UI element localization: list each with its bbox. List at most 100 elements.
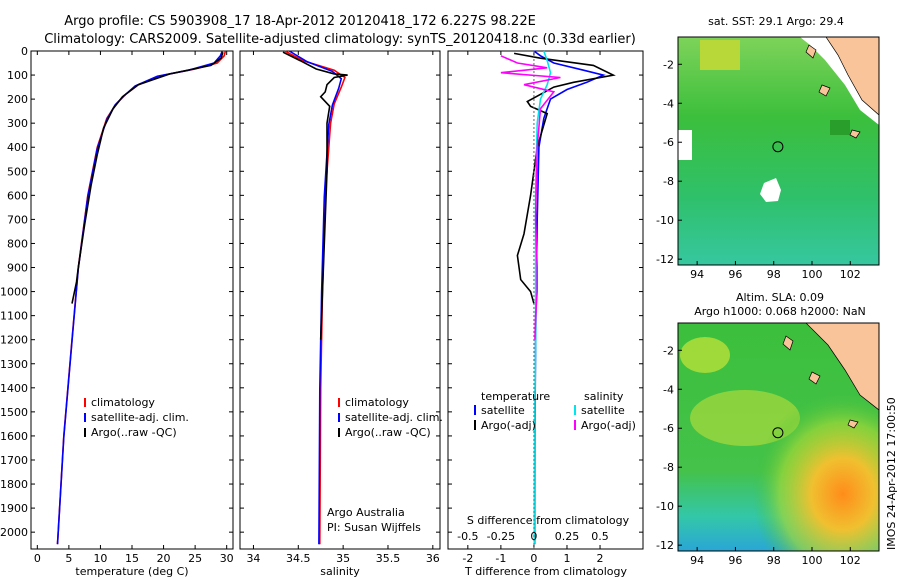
argo-location-marker <box>772 141 784 153</box>
legend-satellite: satellite-adj. clim. <box>91 411 189 424</box>
x-tick-label: 34.5 <box>286 552 311 565</box>
series-line-argo-raw-qc- <box>71 51 224 304</box>
y-tick-label: 1100 <box>0 310 28 323</box>
temperature-lines <box>56 50 227 545</box>
sst-warm-patch <box>700 40 740 70</box>
map-y-tick-label: -10 <box>656 500 674 513</box>
island <box>805 44 817 59</box>
difference-lines <box>500 50 616 549</box>
sst-map-ticks: 94 96 98 100 102 -2 -4 -6 -8 -10 -12 <box>656 58 861 281</box>
y-tick-label: 200 <box>7 93 28 106</box>
sst-map-frame <box>677 36 880 266</box>
map-y-tick-label: -6 <box>663 422 674 435</box>
x-tick-label: 10 <box>93 552 107 565</box>
map-x-tick-label: 102 <box>840 268 861 281</box>
legend-climatology: climatology <box>91 396 155 409</box>
legend-t-satellite: satellite <box>481 404 525 417</box>
island <box>849 129 861 139</box>
y-tick-label: 1500 <box>0 406 28 419</box>
map-x-tick-label: 98 <box>767 268 781 281</box>
s-difference-ticks: -0.5 -0.25 0 0.25 0.5 <box>457 530 609 543</box>
y-tick-label: 1900 <box>0 502 28 515</box>
map-x-tick-label: 98 <box>767 554 781 567</box>
legend-climatology: climatology <box>345 396 409 409</box>
y-tick-label: 800 <box>7 237 28 250</box>
map-y-tick-label: -4 <box>663 383 674 396</box>
x-tick-label: 0 <box>34 552 41 565</box>
x-tick-label: 5 <box>65 552 72 565</box>
map-y-tick-label: -2 <box>663 58 674 71</box>
map-x-tick-label: 100 <box>802 554 823 567</box>
salinity-legend: climatology satellite-adj. clim. Argo(..… <box>338 396 443 439</box>
x-tick-label: 1 <box>563 552 570 565</box>
y-tick-label: 1700 <box>0 454 28 467</box>
y-tick-label: 1200 <box>0 334 28 347</box>
difference-axes <box>447 50 644 550</box>
x-tick-label: 34 <box>246 552 260 565</box>
sla-map-ticks: 94 96 98 100 102 -2 -4 -6 -8 -10 -12 <box>656 344 861 567</box>
sumatra-land <box>825 37 879 116</box>
temperature-xlabel: temperature (deg C) <box>75 565 188 578</box>
y-tick-label: 1800 <box>0 478 28 491</box>
map-x-tick-label: 100 <box>802 268 823 281</box>
island <box>847 419 859 429</box>
y-tick-label: 600 <box>7 189 28 202</box>
x-tick-label: 30 <box>220 552 234 565</box>
salinity-xlabel: salinity <box>320 565 360 578</box>
sumatra-land <box>805 323 879 411</box>
y-tick-label: 500 <box>7 165 28 178</box>
map-x-tick-label: 94 <box>690 268 704 281</box>
map-x-tick-label: 96 <box>728 268 742 281</box>
legend-argo: Argo(..raw -QC) <box>345 426 431 439</box>
island <box>808 371 821 385</box>
sst-missing-center <box>760 178 781 202</box>
difference-legend: temperature salinity satellite Argo(-adj… <box>474 390 636 432</box>
sla-field <box>678 323 879 551</box>
map-y-tick-label: -10 <box>656 214 674 227</box>
x-tick-label: 25 <box>188 552 202 565</box>
x-tick-label: -1 <box>495 552 506 565</box>
s-tick-label: 0.5 <box>591 530 609 543</box>
figure-title-line2: Climatology: CARS2009. Satellite-adjuste… <box>44 32 636 47</box>
sla-map-title1: Altim. SLA: 0.09 <box>736 291 824 304</box>
y-tick-label: 100 <box>7 69 28 82</box>
series-line-argo-adj- <box>500 55 561 340</box>
x-tick-label: -2 <box>462 552 473 565</box>
sst-cool-patch <box>830 120 850 135</box>
temperature-panel: 0 100 200 300 400 500 600 700 800 900 1000 1100 1200… <box>0 45 234 578</box>
legend-s-satellite: satellite <box>581 404 625 417</box>
legend-s-argo: Argo(-adj) <box>581 419 636 432</box>
map-y-tick-label: -2 <box>663 344 674 357</box>
sst-missing-west <box>678 130 692 160</box>
s-difference-label: S difference from climatology <box>467 514 630 527</box>
salinity-lines <box>282 50 348 545</box>
y-tick-label: 400 <box>7 141 28 154</box>
y-tick-label: 1000 <box>0 286 28 299</box>
legend-argo: Argo(..raw -QC) <box>91 426 177 439</box>
island <box>782 335 794 351</box>
legend-satellite: satellite-adj. clim. <box>345 411 443 424</box>
salinity-panel: 34 34.5 35 35.5 36 salinity climatology sate… <box>239 50 443 578</box>
annotation-argo-australia: Argo Australia <box>327 506 405 519</box>
y-tick-label: 900 <box>7 262 28 275</box>
difference-ticks: -2 -1 0 1 2 <box>448 50 643 565</box>
figure-title-line1: Argo profile: CS 5903908_17 18-Apr-2012 … <box>64 14 536 29</box>
sla-map: Altim. SLA: 0.09 Argo h1000: 0.068 h2000… <box>656 291 880 567</box>
map-x-tick-label: 96 <box>728 554 742 567</box>
difference-panel: -2 -1 0 1 2 T difference from climatology S … <box>447 50 644 578</box>
x-tick-label: 20 <box>157 552 171 565</box>
y-tick-label: 1300 <box>0 358 28 371</box>
y-tick-label: 2000 <box>0 526 28 539</box>
temperature-axes <box>30 50 234 550</box>
s-tick-label: 0 <box>530 530 537 543</box>
y-tick-label: 300 <box>7 117 28 130</box>
x-tick-label: 15 <box>125 552 139 565</box>
sst-map: sat. SST: 29.1 Argo: 29.4 94 96 9 <box>656 15 880 281</box>
s-tick-label: -0.5 <box>457 530 478 543</box>
y-tick-label: 1400 <box>0 382 28 395</box>
map-y-tick-label: -4 <box>663 97 674 110</box>
sst-map-title: sat. SST: 29.1 Argo: 29.4 <box>708 15 844 28</box>
y-tick-label: 700 <box>7 213 28 226</box>
map-y-tick-label: -8 <box>663 461 674 474</box>
map-y-tick-label: -8 <box>663 175 674 188</box>
